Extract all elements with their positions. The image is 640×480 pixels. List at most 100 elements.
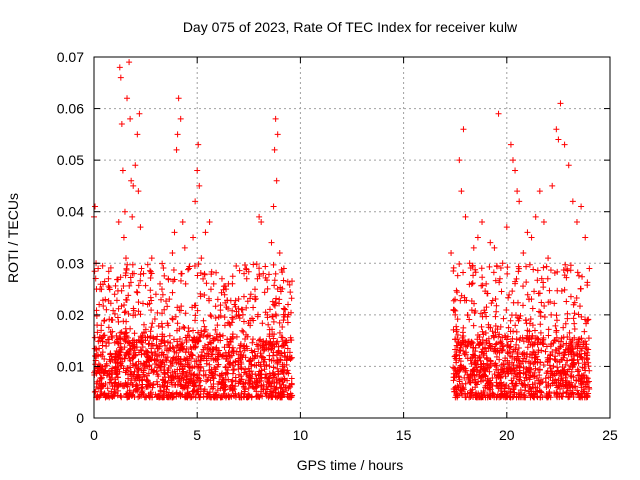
data-point bbox=[280, 265, 287, 272]
data-point bbox=[177, 381, 184, 388]
data-point bbox=[464, 343, 471, 350]
x-tick-label: 15 bbox=[396, 427, 412, 443]
data-point bbox=[563, 385, 570, 392]
data-point bbox=[262, 371, 269, 378]
data-point bbox=[164, 320, 171, 327]
data-point bbox=[241, 388, 248, 395]
data-point bbox=[555, 136, 562, 143]
data-point bbox=[542, 348, 549, 355]
data-point bbox=[223, 304, 230, 311]
data-point bbox=[459, 385, 466, 392]
data-point bbox=[579, 394, 586, 401]
data-point bbox=[571, 334, 578, 341]
data-point bbox=[243, 304, 250, 311]
data-point bbox=[202, 326, 209, 333]
data-point bbox=[454, 289, 461, 296]
data-point bbox=[517, 374, 524, 381]
data-point bbox=[550, 363, 557, 370]
data-point bbox=[512, 322, 519, 329]
data-point bbox=[91, 389, 98, 396]
data-point bbox=[510, 346, 517, 353]
data-point bbox=[505, 383, 512, 390]
data-point bbox=[162, 378, 169, 385]
data-point bbox=[174, 304, 181, 311]
data-point bbox=[151, 316, 158, 323]
data-point bbox=[537, 339, 544, 346]
data-point bbox=[195, 261, 202, 268]
data-point bbox=[195, 364, 202, 371]
data-point bbox=[217, 307, 224, 314]
data-point bbox=[583, 345, 590, 352]
data-point bbox=[274, 285, 281, 292]
data-point bbox=[143, 383, 150, 390]
data-point bbox=[136, 349, 143, 356]
data-point bbox=[567, 383, 574, 390]
data-point bbox=[147, 274, 154, 281]
data-point bbox=[161, 272, 168, 279]
data-point bbox=[96, 301, 103, 308]
x-tick-labels: 0 5 10 15 20 25 bbox=[90, 427, 618, 443]
data-point bbox=[512, 382, 519, 389]
data-point bbox=[206, 361, 213, 368]
data-point bbox=[532, 358, 539, 365]
data-point bbox=[139, 300, 146, 307]
y-tick-label: 0.05 bbox=[57, 152, 84, 168]
data-point bbox=[117, 74, 124, 81]
data-point bbox=[547, 394, 554, 401]
data-point bbox=[145, 354, 152, 361]
data-point bbox=[552, 346, 559, 353]
data-point bbox=[286, 349, 293, 356]
data-point bbox=[558, 288, 565, 295]
data-point bbox=[127, 115, 134, 122]
data-point bbox=[288, 309, 295, 316]
data-point bbox=[526, 374, 533, 381]
data-point bbox=[287, 356, 294, 363]
data-point bbox=[547, 267, 554, 274]
data-point bbox=[584, 375, 591, 382]
data-point bbox=[266, 352, 273, 359]
data-point bbox=[460, 126, 467, 133]
data-point bbox=[470, 322, 477, 329]
data-point bbox=[250, 317, 257, 324]
data-point bbox=[567, 342, 574, 349]
data-point bbox=[91, 268, 98, 275]
data-point bbox=[243, 266, 250, 273]
data-point bbox=[177, 307, 184, 314]
data-point bbox=[536, 188, 543, 195]
data-point bbox=[466, 260, 473, 267]
data-point bbox=[154, 356, 161, 363]
data-point bbox=[540, 284, 547, 291]
data-point bbox=[483, 304, 490, 311]
data-point bbox=[167, 372, 174, 379]
data-point bbox=[506, 291, 513, 298]
data-point bbox=[493, 374, 500, 381]
data-point bbox=[479, 274, 486, 281]
data-point bbox=[483, 280, 490, 287]
data-point bbox=[184, 376, 191, 383]
data-point bbox=[466, 316, 473, 323]
data-point bbox=[513, 328, 520, 335]
data-point bbox=[232, 378, 239, 385]
plot-frame bbox=[93, 56, 611, 419]
data-point bbox=[461, 350, 468, 357]
data-point bbox=[221, 392, 228, 399]
data-point bbox=[181, 244, 188, 251]
data-point bbox=[184, 332, 191, 339]
data-point bbox=[182, 356, 189, 363]
data-point bbox=[102, 296, 109, 303]
data-point bbox=[549, 348, 556, 355]
data-point bbox=[512, 167, 519, 174]
data-point bbox=[476, 353, 483, 360]
data-point bbox=[481, 344, 488, 351]
data-point bbox=[462, 368, 469, 375]
data-point bbox=[249, 336, 256, 343]
data-point bbox=[541, 303, 548, 310]
data-point bbox=[174, 366, 181, 373]
data-point bbox=[516, 336, 523, 343]
data-point bbox=[134, 367, 141, 374]
data-point bbox=[129, 213, 136, 220]
data-point bbox=[126, 59, 133, 66]
data-point bbox=[279, 323, 286, 330]
data-point bbox=[274, 357, 281, 364]
